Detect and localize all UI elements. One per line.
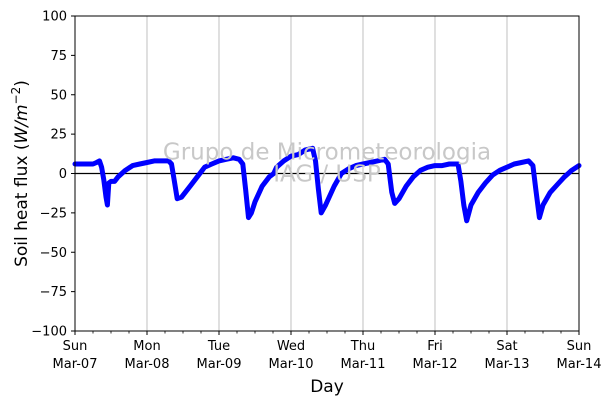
y-axis-label-unit: W/m <box>12 104 32 143</box>
series-line <box>72 145 582 224</box>
series-layer <box>72 145 582 224</box>
x-axis-label: Day <box>310 377 344 397</box>
x-axis-ticks: Sun Mar-07 Mon Mar-08 Tue Mar-09 Wed Mar-10 Thu M… <box>53 331 602 372</box>
y-tick-label: 75 <box>50 49 67 64</box>
x-tick-weekday: Thu <box>350 339 375 354</box>
x-tick-date: Mar-10 <box>269 357 314 372</box>
x-tick-weekday: Fri <box>427 339 443 354</box>
x-tick-date: Mar-12 <box>413 357 458 372</box>
x-tick-date: Mar-07 <box>53 357 98 372</box>
watermark-line-2: IAG / USP <box>273 162 381 188</box>
x-tick-date: Mar-08 <box>125 357 170 372</box>
y-axis-ticks: 100 75 50 25 0 −25 −50 −75 −100 <box>31 10 75 340</box>
x-tick-date: Mar-09 <box>197 357 242 372</box>
x-tick-weekday: Mon <box>133 339 160 354</box>
y-axis-label-exponent: −2 <box>9 87 23 105</box>
y-tick-label: 0 <box>59 167 67 182</box>
x-tick-date: Mar-13 <box>485 357 530 372</box>
x-tick-weekday: Sun <box>567 339 592 354</box>
x-tick-weekday: Tue <box>207 339 230 354</box>
x-tick-date: Mar-14 <box>557 357 602 372</box>
y-axis-label: Soil heat flux (W/m−2) <box>9 80 32 267</box>
y-tick-label: 50 <box>50 88 67 103</box>
x-tick-weekday: Wed <box>277 339 305 354</box>
x-tick-weekday: Sat <box>496 339 517 354</box>
y-tick-label: 25 <box>50 128 67 143</box>
y-axis-label-close: ) <box>12 80 32 87</box>
y-tick-label: 100 <box>42 10 67 25</box>
x-tick-weekday: Sun <box>63 339 88 354</box>
watermark: Grupo de Micrometeorologia IAG / USP <box>163 140 491 188</box>
x-tick-date: Mar-11 <box>341 357 386 372</box>
y-tick-label: −50 <box>40 246 67 261</box>
y-axis-label-main: Soil heat flux ( <box>12 144 32 267</box>
y-tick-label: −100 <box>31 325 67 340</box>
y-tick-label: −75 <box>40 285 67 300</box>
y-tick-label: −25 <box>40 206 67 221</box>
watermark-line-1: Grupo de Micrometeorologia <box>163 140 491 166</box>
